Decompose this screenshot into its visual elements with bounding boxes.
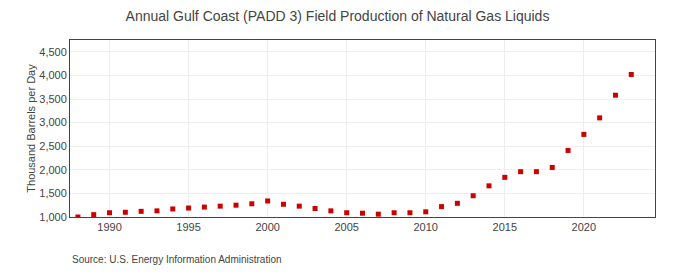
svg-text:2005: 2005 bbox=[334, 221, 358, 233]
svg-text:3,500: 3,500 bbox=[39, 93, 67, 105]
svg-text:2,500: 2,500 bbox=[39, 140, 67, 152]
svg-text:1,500: 1,500 bbox=[39, 187, 67, 199]
svg-text:2000: 2000 bbox=[255, 221, 279, 233]
svg-text:3,000: 3,000 bbox=[39, 116, 67, 128]
svg-text:2020: 2020 bbox=[572, 221, 596, 233]
svg-text:1995: 1995 bbox=[176, 221, 200, 233]
svg-text:4,000: 4,000 bbox=[39, 69, 67, 81]
svg-text:2015: 2015 bbox=[493, 221, 517, 233]
svg-text:Source: U.S. Energy Informatio: Source: U.S. Energy Information Administ… bbox=[72, 254, 282, 265]
svg-text:1,000: 1,000 bbox=[39, 211, 67, 223]
svg-text:4,500: 4,500 bbox=[39, 46, 67, 58]
svg-text:2,000: 2,000 bbox=[39, 164, 67, 176]
svg-text:1990: 1990 bbox=[97, 221, 121, 233]
svg-text:2010: 2010 bbox=[413, 221, 437, 233]
svg-text:Thousand Barrels per Day: Thousand Barrels per Day bbox=[25, 64, 37, 193]
svg-text:Annual Gulf Coast (PADD 3) Fie: Annual Gulf Coast (PADD 3) Field Product… bbox=[126, 8, 550, 24]
